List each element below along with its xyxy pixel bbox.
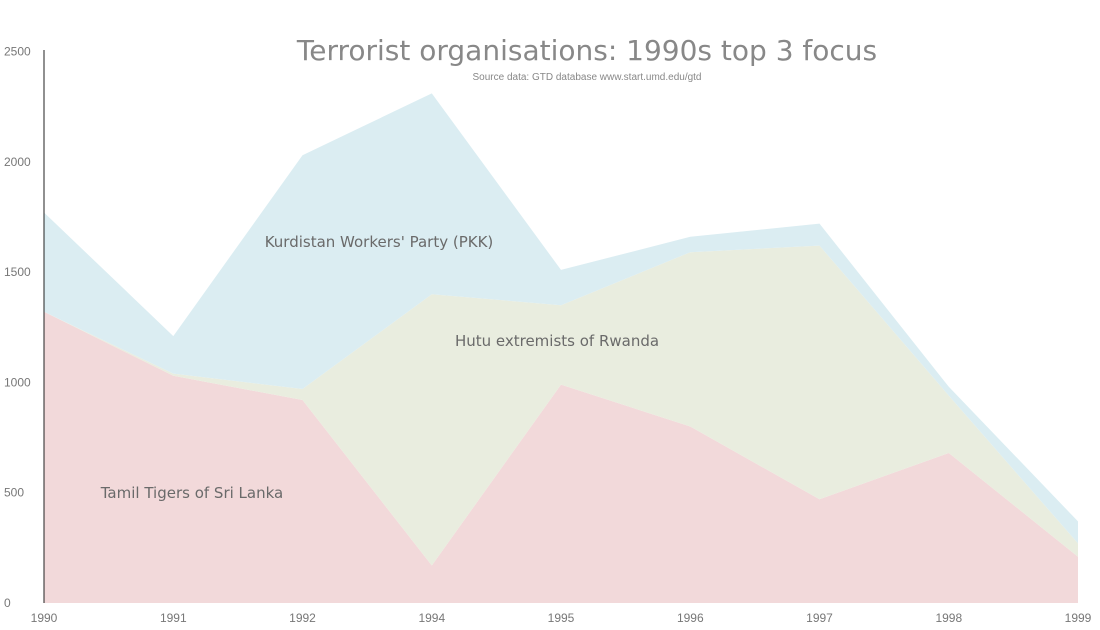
- y-tick-label: 2000: [4, 155, 31, 169]
- chart-subtitle: Source data: GTD database www.start.umd.…: [472, 72, 701, 83]
- area-series-3: [44, 93, 1078, 544]
- series-label-2: Hutu extremists of Rwanda: [455, 332, 659, 350]
- x-tick-label: 1996: [677, 611, 704, 625]
- series-label-3: Kurdistan Workers' Party (PKK): [265, 233, 494, 251]
- series-labels: Tamil Tigers of Sri Lanka Hutu extremists…: [100, 233, 659, 502]
- x-tick-label: 1997: [806, 611, 833, 625]
- x-tick-label: 1991: [160, 611, 187, 625]
- y-tick-label: 1000: [4, 375, 31, 389]
- series-label-1: Tamil Tigers of Sri Lanka: [100, 484, 283, 502]
- x-tick-label: 1994: [418, 611, 445, 625]
- y-tick-label: 0: [4, 596, 11, 610]
- stacked-areas: [44, 93, 1078, 603]
- x-tick-label: 1998: [935, 611, 962, 625]
- area-series-2: [44, 245, 1078, 566]
- x-tick-label: 1999: [1065, 611, 1092, 625]
- y-tick-label: 1500: [4, 265, 31, 279]
- x-tick-label: 1990: [31, 611, 58, 625]
- y-axis-ticks: 0 500 1000 1500 2000 2500: [4, 45, 31, 611]
- x-tick-label: 1995: [548, 611, 575, 625]
- area-series-1: [44, 311, 1078, 603]
- x-tick-label: 1992: [289, 611, 316, 625]
- x-axis-ticks: 1990 1991 1992 1994 1995 1996 1997 1998 1999: [31, 611, 1092, 625]
- chart-title: Terrorist organisations: 1990s top 3 foc…: [296, 34, 877, 67]
- y-tick-label: 2500: [4, 45, 31, 59]
- y-tick-label: 500: [4, 486, 24, 500]
